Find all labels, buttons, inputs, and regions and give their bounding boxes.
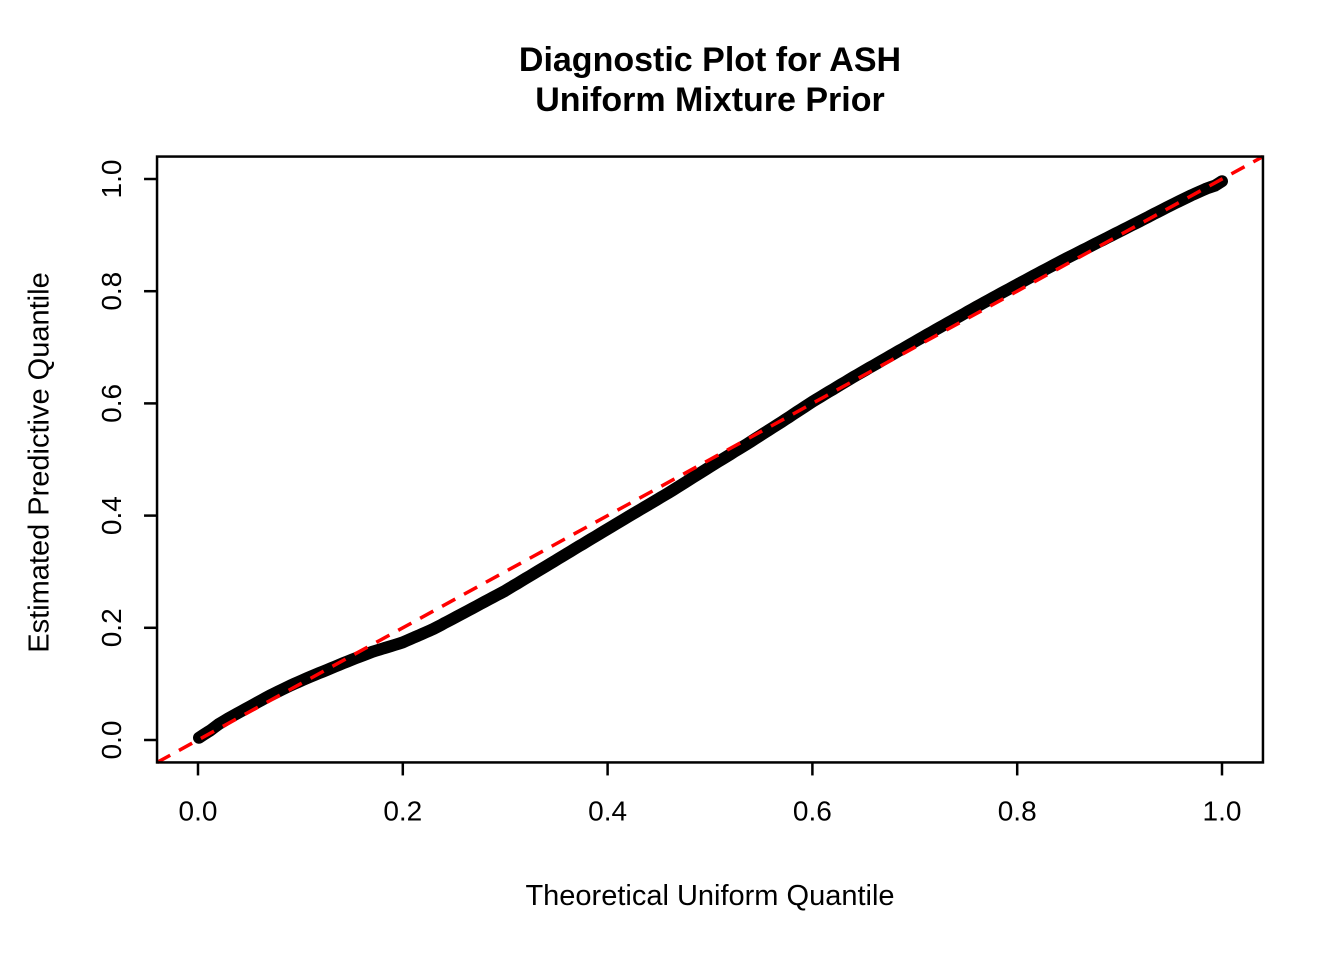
y-tick-label: 0.0 bbox=[96, 721, 127, 760]
y-tick-label: 0.8 bbox=[96, 272, 127, 311]
x-tick-label: 0.4 bbox=[588, 795, 627, 826]
plot-title-line2: Uniform Mixture Prior bbox=[535, 81, 885, 119]
x-tick-label: 1.0 bbox=[1203, 795, 1242, 826]
y-tick-label: 0.6 bbox=[96, 384, 127, 423]
y-tick-label: 0.4 bbox=[96, 496, 127, 535]
plot-box bbox=[155, 155, 1265, 764]
plot-title: Diagnostic Plot for ASH Uniform Mixture … bbox=[157, 40, 1263, 120]
x-axis-label: Theoretical Uniform Quantile bbox=[525, 880, 895, 912]
x-tick-label: 0.2 bbox=[383, 795, 422, 826]
reference-line bbox=[156, 155, 1264, 764]
y-axis-label: Estimated Predictive Quantile bbox=[23, 272, 56, 653]
x-tick-label: 0.8 bbox=[998, 795, 1037, 826]
qq-curve bbox=[193, 175, 1228, 744]
x-tick-label: 0.6 bbox=[793, 795, 832, 826]
plot-title-line1: Diagnostic Plot for ASH bbox=[518, 41, 902, 79]
x-tick-label: 0.0 bbox=[179, 795, 218, 826]
y-tick-label: 1.0 bbox=[96, 160, 127, 199]
y-tick-label: 0.2 bbox=[96, 608, 127, 647]
